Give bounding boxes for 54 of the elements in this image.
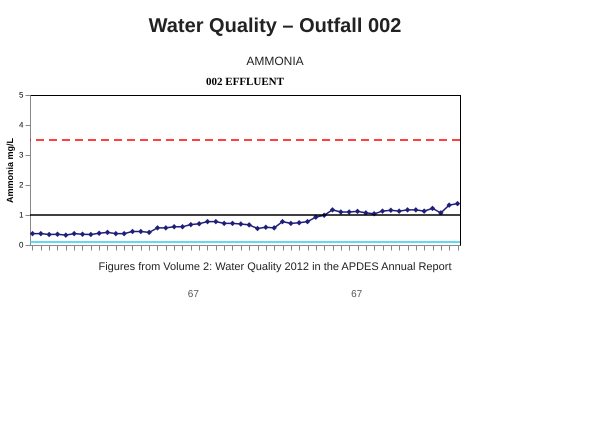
point — [63, 232, 69, 238]
point — [196, 220, 202, 226]
point — [221, 220, 227, 226]
point — [354, 208, 360, 214]
y-tick-label: 3 — [19, 150, 24, 160]
point — [380, 208, 386, 214]
point — [163, 225, 169, 231]
point — [130, 228, 136, 234]
y-tick-label: 4 — [19, 120, 24, 130]
point — [430, 206, 436, 212]
point — [230, 220, 236, 226]
text: Figures from Volume 2: Water Quality 2012 in the APDES Annual Report — [98, 261, 452, 273]
y-tick-label: 5 — [19, 90, 24, 100]
point — [213, 218, 219, 224]
point — [104, 230, 110, 236]
point — [38, 230, 44, 236]
point — [254, 226, 260, 232]
text: 67 — [188, 289, 200, 300]
y-tick-label: 2 — [19, 180, 24, 190]
point — [154, 225, 160, 231]
point — [421, 208, 427, 214]
point — [304, 218, 310, 224]
point — [204, 218, 210, 224]
chart-title: Water Quality – Outfall 002 — [148, 15, 402, 37]
point — [188, 222, 194, 228]
point — [54, 231, 60, 237]
point — [288, 220, 294, 226]
point — [454, 200, 460, 206]
point — [80, 231, 86, 237]
point — [30, 230, 36, 236]
point — [271, 225, 277, 231]
text: 67 — [351, 289, 363, 300]
point — [330, 207, 336, 213]
text: 002 EFFLUENT — [206, 76, 285, 88]
point — [404, 207, 410, 213]
point — [446, 202, 452, 208]
point — [146, 230, 152, 236]
point — [413, 207, 419, 213]
point — [363, 210, 369, 216]
point — [438, 210, 444, 216]
point — [280, 218, 286, 224]
point — [71, 230, 77, 236]
y-tick-label: 1 — [19, 210, 24, 220]
y-axis-title: Ammonia mg/L — [5, 138, 16, 204]
point — [263, 224, 269, 230]
point — [388, 207, 394, 213]
point — [171, 224, 177, 230]
point — [246, 222, 252, 228]
point — [96, 230, 102, 236]
point — [88, 232, 94, 238]
chart-subtitle: AMMONIA — [246, 54, 304, 68]
point — [396, 208, 402, 214]
point — [296, 220, 302, 226]
y-tick-label: 0 — [19, 240, 24, 250]
